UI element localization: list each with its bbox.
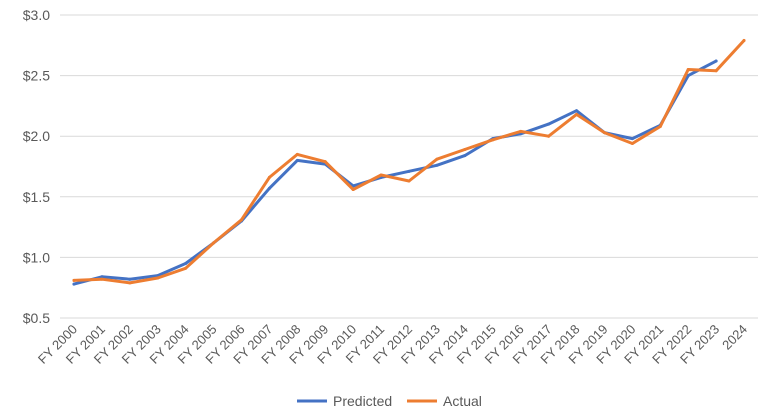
data-point-actual <box>491 138 495 142</box>
data-point-actual <box>295 152 299 156</box>
legend: Predicted Actual <box>297 393 482 409</box>
gridlines <box>60 14 758 319</box>
data-point-actual <box>742 38 746 42</box>
data-point-actual <box>519 129 523 133</box>
data-point-actual <box>128 281 132 285</box>
data-point-predicted <box>407 169 411 173</box>
data-point-actual <box>323 160 327 164</box>
y-tick-label: $2.0 <box>23 128 50 144</box>
data-point-predicted <box>128 277 132 281</box>
data-point-actual <box>686 68 690 72</box>
data-point-actual <box>658 125 662 129</box>
y-tick-label: $3.0 <box>23 7 50 23</box>
data-point-actual <box>575 112 579 116</box>
data-point-predicted <box>463 154 467 158</box>
series-lines <box>72 38 746 286</box>
data-point-actual <box>184 266 188 270</box>
data-point-actual <box>463 148 467 152</box>
data-point-actual <box>100 277 104 281</box>
data-point-actual <box>156 276 160 280</box>
data-point-actual <box>351 188 355 192</box>
data-point-predicted <box>295 158 299 162</box>
y-tick-label: $1.0 <box>23 249 50 265</box>
data-point-actual <box>72 278 76 282</box>
data-point-actual <box>239 218 243 222</box>
x-tick-label: 2024 <box>719 322 750 353</box>
data-point-predicted <box>267 186 271 190</box>
y-axis: $0.5 $1.0 $1.5 $2.0 $2.5 $3.0 <box>23 7 50 326</box>
data-point-actual <box>267 175 271 179</box>
data-point-predicted <box>547 122 551 126</box>
y-tick-label: $0.5 <box>23 310 50 326</box>
y-tick-label: $2.5 <box>23 68 50 84</box>
data-point-actual <box>379 173 383 177</box>
data-point-predicted <box>184 261 188 265</box>
data-point-actual <box>435 157 439 161</box>
data-point-predicted <box>630 137 634 141</box>
data-point-actual <box>212 241 216 245</box>
y-tick-label: $1.5 <box>23 189 50 205</box>
data-point-predicted <box>100 275 104 279</box>
data-point-actual <box>407 179 411 183</box>
series-line-actual <box>72 39 746 285</box>
legend-label-actual: Actual <box>443 393 482 409</box>
data-point-predicted <box>714 59 718 63</box>
data-point-actual <box>714 69 718 73</box>
data-point-predicted <box>435 163 439 167</box>
data-point-predicted <box>686 74 690 78</box>
legend-label-predicted: Predicted <box>333 393 392 409</box>
data-point-actual <box>602 131 606 135</box>
series-line-predicted <box>72 59 718 286</box>
data-point-predicted <box>72 282 76 286</box>
data-point-predicted <box>575 109 579 113</box>
data-point-actual <box>630 141 634 145</box>
data-point-actual <box>547 134 551 138</box>
